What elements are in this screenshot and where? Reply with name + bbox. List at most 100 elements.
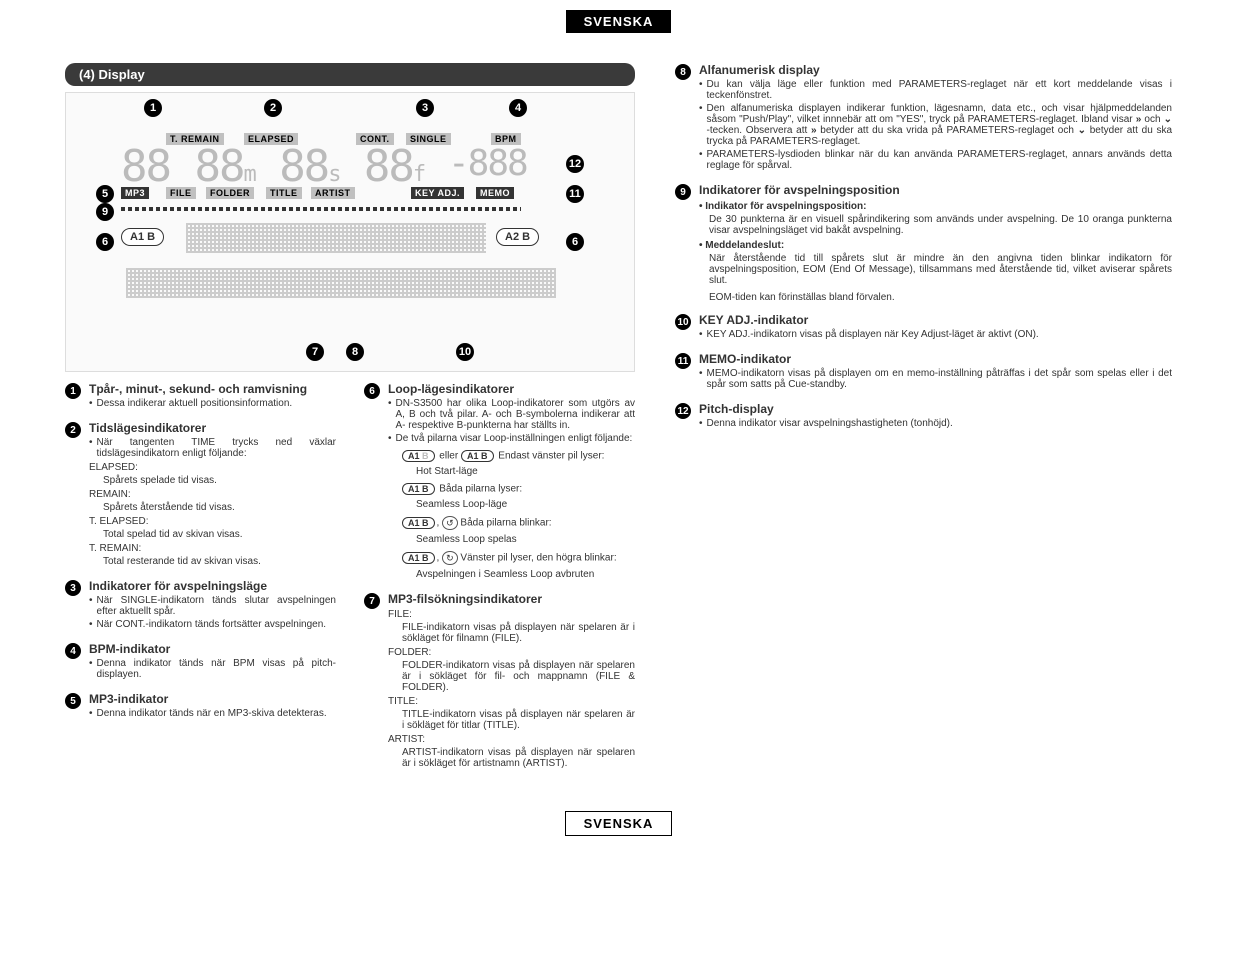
loop-state-4: A1 B, ↻ Vänster pil lyser, den högra bli… — [402, 551, 635, 565]
loop-icon-2: A1 B — [402, 483, 435, 495]
item-2: 2 Tidslägesindikatorer När tangenten TIM… — [65, 421, 336, 569]
item-3: 3 Indikatorer för avspelningsläge När SI… — [65, 579, 336, 632]
item-7-title-lbl: TITLE: — [388, 696, 635, 707]
item-7-artist-lbl: ARTIST: — [388, 734, 635, 745]
item-11-b1: MEMO-indikatorn visas på displayen om en… — [707, 368, 1172, 390]
loop-l3-text: Båda pilarna blinkar: — [460, 518, 551, 529]
seg-bpm: -888 — [448, 143, 527, 184]
item-1-b1: Dessa indikerar aktuell positionsinforma… — [97, 398, 336, 409]
item-2-elapsed-lbl: ELAPSED: — [89, 462, 336, 473]
arrow-icon-4: ↻ — [442, 551, 458, 565]
rotate-icon: » — [1136, 114, 1142, 125]
item-4-b1: Denna indikator tänds när BPM visas på p… — [97, 658, 336, 680]
items-col-1: 1 Tpår-, minut-, sekund- och ramvisning … — [65, 382, 336, 781]
loop-l4-text: Vänster pil lyser, den högra blinkar: — [460, 553, 616, 564]
item-5: 5 MP3-indikator Denna indikator tänds nä… — [65, 692, 336, 721]
right-column: 8 Alfanumerisk display Du kan välja läge… — [675, 63, 1172, 781]
item-2-telapsed-lbl: T. ELAPSED: — [89, 516, 336, 527]
callout-3: 3 — [416, 99, 434, 117]
loop-l1-text: Endast vänster pil lyser: — [498, 451, 604, 462]
item-8-b2: Den alfanumeriska displayen indikerar fu… — [707, 103, 1172, 147]
callout-1: 1 — [144, 99, 162, 117]
callout-4: 4 — [509, 99, 527, 117]
loop-icon-4: A1 B — [402, 552, 435, 564]
loop-icon-a1: A1 B — [402, 450, 435, 462]
push-icon: ⌄ — [1164, 114, 1172, 125]
loop-indicator-left: A1 B — [121, 228, 164, 246]
callout-9: 9 — [96, 203, 114, 221]
badge-8: 8 — [675, 64, 691, 80]
language-header: SVENSKA — [65, 10, 1172, 33]
item-10-title: KEY ADJ.-indikator — [699, 313, 1172, 327]
badge-1: 1 — [65, 383, 81, 399]
left-column: (4) Display 1 2 3 4 T. REMAIN ELAPSED CO… — [65, 63, 635, 781]
item-10-b1: KEY ADJ.-indikatorn visas på displayen n… — [707, 329, 1172, 340]
item-7-file-desc: FILE-indikatorn visas på displayen när s… — [402, 622, 635, 644]
item-3-b2: När CONT.-indikatorn tänds fortsätter av… — [97, 619, 336, 630]
language-tag-bottom: SVENSKA — [565, 811, 673, 836]
badge-10: 10 — [675, 314, 691, 330]
loop-l4-desc: Avspelningen i Seamless Loop avbruten — [416, 569, 635, 580]
item-6-b1: DN-S3500 har olika Loop-indikatorer som … — [396, 398, 635, 431]
callout-10: 10 — [456, 343, 474, 361]
callout-6-left: 6 — [96, 233, 114, 251]
item-9-title: Indikatorer för avspelningsposition — [699, 183, 1172, 197]
loop-state-2: A1 B Båda pilarna lyser: — [402, 483, 635, 495]
item-7: 7 MP3-filsökningsindikatorer FILE: FILE-… — [364, 592, 635, 771]
lcd-label-title: TITLE — [266, 187, 302, 199]
item-7-artist-desc: ARTIST-indikatorn visas på displayen när… — [402, 747, 635, 769]
language-tag-top: SVENSKA — [566, 10, 672, 33]
language-footer: SVENSKA — [65, 811, 1172, 836]
page-columns: (4) Display 1 2 3 4 T. REMAIN ELAPSED CO… — [65, 63, 1172, 781]
item-8-b3: PARAMETERS-lysdioden blinkar när du kan … — [707, 149, 1172, 171]
item-8-title: Alfanumerisk display — [699, 63, 1172, 77]
item-2-b1: När tangenten TIME trycks ned växlar tid… — [97, 437, 336, 459]
item-7-folder-lbl: FOLDER: — [388, 647, 635, 658]
item-3-b1: När SINGLE-indikatorn tänds slutar avspe… — [97, 595, 336, 617]
loop-l3-desc: Seamless Loop spelas — [416, 534, 635, 545]
rotate-icon-2: » — [811, 125, 817, 136]
loop-state-1: A1 B eller A1 B Endast vänster pil lyser… — [402, 450, 635, 462]
lcd-label-file: FILE — [166, 187, 196, 199]
item-4: 4 BPM-indikator Denna indikator tänds nä… — [65, 642, 336, 682]
push-icon-2: ⌄ — [1078, 125, 1086, 136]
item-9: 9 Indikatorer för avspelningsposition • … — [675, 183, 1172, 303]
item-2-tremain-desc: Total resterande tid av skivan visas. — [103, 556, 336, 567]
item-12-title: Pitch-display — [699, 402, 1172, 416]
section-header: (4) Display — [65, 63, 635, 86]
item-12-b1: Denna indikator visar avspelningshastigh… — [707, 418, 1172, 429]
loop-icon-a1b: A1 B — [461, 450, 494, 462]
item-8-b1: Du kan välja läge eller funktion med PAR… — [707, 79, 1172, 101]
item-9-sub1-desc: De 30 punkterna är en visuell spårindike… — [709, 214, 1172, 236]
badge-3: 3 — [65, 580, 81, 596]
callout-6-right: 6 — [566, 233, 584, 251]
playpos-dots — [121, 207, 521, 211]
callout-5: 5 — [96, 185, 114, 203]
item-6-title: Loop-lägesindikatorer — [388, 382, 635, 396]
item-10: 10 KEY ADJ.-indikator KEY ADJ.-indikator… — [675, 313, 1172, 342]
item-7-title: MP3-filsökningsindikatorer — [388, 592, 635, 606]
badge-2: 2 — [65, 422, 81, 438]
item-9-sub2-title: • Meddelandeslut: — [699, 240, 1172, 251]
callout-8: 8 — [346, 343, 364, 361]
callout-7: 7 — [306, 343, 324, 361]
items-col-2: 6 Loop-lägesindikatorer DN-S3500 har oli… — [364, 382, 635, 781]
item-7-folder-desc: FOLDER-indikatorn visas på displayen när… — [402, 660, 635, 693]
badge-6: 6 — [364, 383, 380, 399]
badge-11: 11 — [675, 353, 691, 369]
item-11: 11 MEMO-indikator MEMO-indikatorn visas … — [675, 352, 1172, 392]
item-2-elapsed-desc: Spårets spelade tid visas. — [103, 475, 336, 486]
item-5-title: MP3-indikator — [89, 692, 336, 706]
item-1: 1 Tpår-, minut-, sekund- och ramvisning … — [65, 382, 336, 411]
item-7-file-lbl: FILE: — [388, 609, 635, 620]
lcd-label-artist: ARTIST — [311, 187, 355, 199]
item-2-remain-desc: Spårets återstående tid visas. — [103, 502, 336, 513]
lcd-label-keyadj: KEY ADJ. — [411, 187, 464, 199]
matrix-row-2 — [126, 268, 556, 298]
item-4-title: BPM-indikator — [89, 642, 336, 656]
badge-5: 5 — [65, 693, 81, 709]
badge-9: 9 — [675, 184, 691, 200]
items-columns: 1 Tpår-, minut-, sekund- och ramvisning … — [65, 382, 635, 781]
arrow-icon-3: ↺ — [442, 516, 458, 530]
item-9-sub2-note: EOM-tiden kan förinställas bland förvale… — [709, 292, 1172, 303]
